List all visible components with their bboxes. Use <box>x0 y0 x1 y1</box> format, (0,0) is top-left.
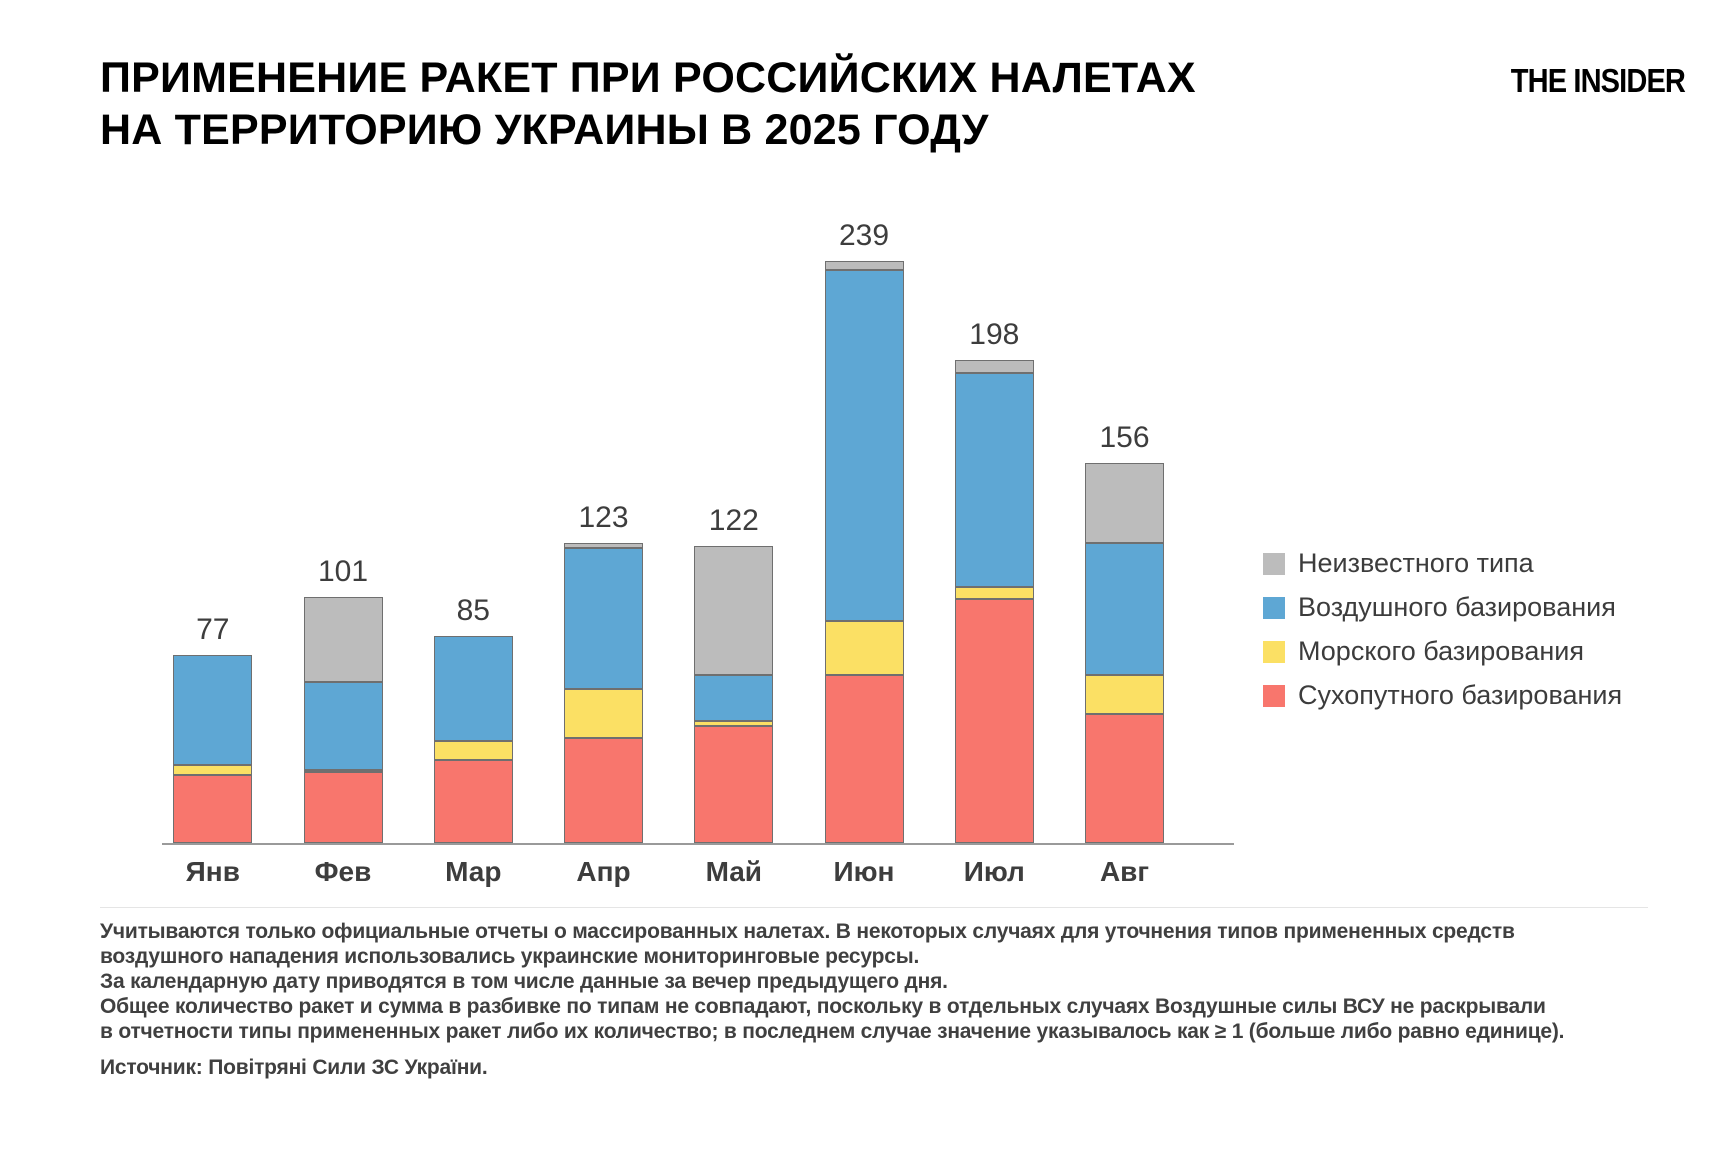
footnote-divider <box>100 907 1648 908</box>
bar-segment <box>694 726 774 843</box>
bar-segment <box>1085 674 1164 714</box>
bar-segment <box>433 635 513 741</box>
bar-segment <box>173 774 253 843</box>
page-title: ПРИМЕНЕНИЕ РАКЕТ ПРИ РОССИЙСКИХ НАЛЕТАХ … <box>100 52 1196 156</box>
bar-Июл <box>954 0 1034 843</box>
footnote-line: За календарную дату приводятся в том чис… <box>100 970 948 993</box>
footnote-line: воздушного нападения использовались укра… <box>100 945 920 968</box>
x-tick-label: Янв <box>185 856 240 887</box>
bar-segment <box>564 689 643 739</box>
bar-segment <box>564 738 643 843</box>
legend-label: Воздушного базирования <box>1298 592 1616 622</box>
bar-segment <box>173 655 253 765</box>
bar-segment <box>954 360 1034 373</box>
bar-segment <box>564 543 643 549</box>
footnote-line: Учитываются только официальные отчеты о … <box>100 920 1515 943</box>
x-tick-label: Июл <box>963 856 1025 887</box>
bar-segment <box>694 721 774 726</box>
the-insider-logo: THE INSIDER <box>1510 62 1686 99</box>
bar-segment <box>303 769 383 773</box>
bar-total-label: 101 <box>317 554 369 588</box>
x-tick-label: Авг <box>1099 856 1150 887</box>
bar-segment <box>824 621 904 675</box>
legend-swatch-icon <box>1263 596 1285 619</box>
bar-Июн <box>824 0 904 843</box>
x-tick-label: Мар <box>445 856 502 887</box>
bar-segment <box>433 760 513 843</box>
bar-segment <box>954 372 1034 588</box>
legend-swatch-icon <box>1263 684 1285 707</box>
bar-segment <box>694 674 774 722</box>
bar-segment <box>303 596 383 683</box>
legend-item: Воздушного базирования <box>1263 592 1622 622</box>
bar-total-label: 77 <box>196 613 230 647</box>
bar-Мар <box>433 0 513 843</box>
page-title-line1: ПРИМЕНЕНИЕ РАКЕТ ПРИ РОССИЙСКИХ НАЛЕТАХ <box>100 54 1196 102</box>
x-tick-label: Май <box>705 856 763 887</box>
legend-item: Неизвестного типа <box>1263 548 1622 578</box>
bar-segment <box>303 772 383 843</box>
legend-label: Неизвестного типа <box>1298 548 1534 578</box>
x-tick-label: Апр <box>576 856 631 887</box>
bar-Май <box>694 0 774 843</box>
x-axis-line <box>162 843 1234 845</box>
bar-segment <box>824 674 904 843</box>
x-tick-label: Июн <box>833 856 895 887</box>
bar-segment <box>824 270 904 622</box>
bar-total-label: 85 <box>456 593 490 627</box>
bar-segment <box>694 545 774 675</box>
bar-segment <box>303 682 383 770</box>
chart-legend: Неизвестного типа Воздушного базирования М… <box>1263 548 1622 728</box>
page-title-line2: НА ТЕРРИТОРИЮ УКРАИНЫ В 2025 ГОДУ <box>100 106 989 154</box>
bar-total-label: 156 <box>1099 420 1150 454</box>
bar-segment <box>954 599 1034 843</box>
legend-item: Морского базирования <box>1263 636 1622 666</box>
footnotes-block: Учитываются только официальные отчеты о … <box>100 919 1620 1044</box>
legend-swatch-icon <box>1263 552 1285 575</box>
legend-swatch-icon <box>1263 640 1285 663</box>
footnote-line: в отчетности типы примененных ракет либо… <box>100 1020 1565 1043</box>
bar-segment <box>1085 543 1164 675</box>
bar-Апр <box>564 0 643 843</box>
footnote-line: Общее количество ракет и сумма в разбивк… <box>100 995 1546 1018</box>
x-tick-label: Фев <box>314 856 372 887</box>
bar-segment <box>433 740 513 761</box>
source-line: Источник: Повітряні Сили ЗС України. <box>100 1056 488 1079</box>
bar-total-label: 198 <box>969 318 1020 352</box>
legend-label: Морского базирования <box>1298 636 1584 666</box>
bar-segment <box>954 587 1034 600</box>
bar-segment <box>824 260 904 271</box>
bar-segment <box>1085 713 1164 843</box>
bar-segment <box>1085 462 1164 544</box>
bar-Авг <box>1085 0 1164 843</box>
bar-total-label: 122 <box>708 503 759 537</box>
bar-total-label: 123 <box>578 501 629 535</box>
bar-Фев <box>303 0 383 843</box>
bar-total-label: 239 <box>838 218 890 252</box>
bar-segment <box>564 548 643 690</box>
legend-label: Сухопутного базирования <box>1298 680 1623 710</box>
bar-segment <box>173 765 253 775</box>
bar-Янв <box>173 0 253 843</box>
legend-item: Сухопутного базирования <box>1263 680 1622 710</box>
